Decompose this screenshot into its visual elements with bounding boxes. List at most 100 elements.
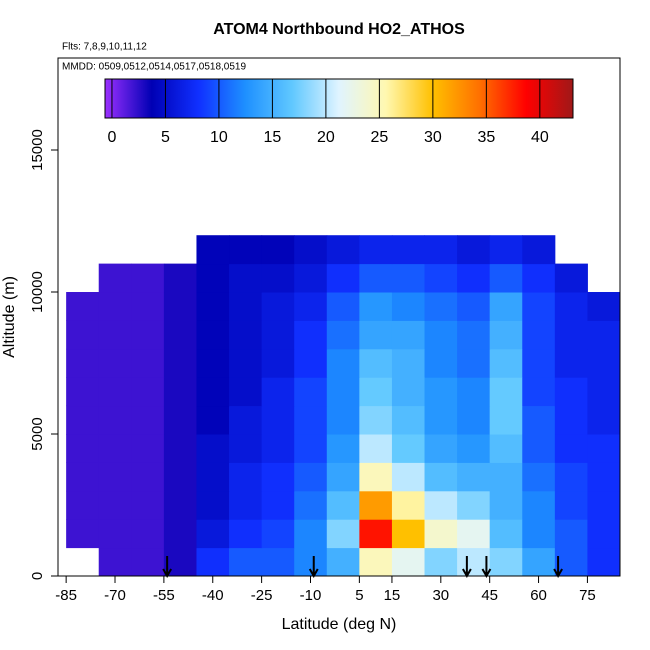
colorbar-tick-label: 15	[264, 129, 282, 146]
flight-arrow	[308, 556, 319, 579]
heat-cell	[163, 462, 197, 492]
heat-cell	[196, 320, 230, 350]
x-tick-label: 30	[432, 587, 449, 604]
heat-cell	[294, 235, 328, 265]
heat-cell	[457, 519, 491, 549]
heat-cell	[489, 377, 523, 407]
heat-cell	[359, 263, 393, 293]
heat-cell	[554, 519, 588, 549]
heat-cell	[163, 377, 197, 407]
heat-cell	[294, 348, 328, 378]
heat-cell	[554, 292, 588, 321]
heat-cell	[261, 235, 295, 265]
x-tick-label: 45	[481, 587, 498, 604]
y-tick-label: 15000	[29, 129, 46, 171]
heat-cell	[326, 235, 360, 265]
heat-cell	[587, 462, 621, 492]
heat-cell	[261, 434, 295, 463]
heat-cell	[457, 263, 491, 293]
heat-cell	[163, 320, 197, 350]
colorbar	[104, 78, 574, 119]
heat-cell	[131, 377, 165, 407]
heat-cell	[359, 547, 393, 577]
x-tick-label: -55	[153, 587, 175, 604]
heat-cell	[522, 434, 556, 463]
colorbar-tick-label: 5	[161, 129, 170, 146]
heat-cell	[489, 320, 523, 350]
heat-cell	[326, 320, 360, 350]
heat-cell	[294, 292, 328, 321]
heat-cell	[457, 405, 491, 435]
heat-cell	[131, 405, 165, 435]
colorbar-tick-label: 10	[210, 129, 228, 146]
heat-cell	[587, 320, 621, 350]
y-tick-label: 0	[29, 572, 46, 580]
heat-cell	[424, 263, 458, 293]
heat-cell	[359, 377, 393, 407]
heat-cell	[261, 348, 295, 378]
x-tick-label: 5	[355, 587, 363, 604]
heat-cell	[391, 377, 426, 407]
x-tick-label: -85	[55, 587, 77, 604]
heat-cell	[489, 519, 523, 549]
heat-cell	[326, 292, 360, 321]
heat-cell	[522, 405, 556, 435]
heat-cell	[424, 462, 458, 492]
heat-cell	[326, 462, 360, 492]
heat-cell	[196, 405, 230, 435]
heat-cell	[229, 235, 263, 265]
heat-cell	[163, 490, 197, 520]
heat-cell	[457, 348, 491, 378]
x-tick-label: -10	[300, 587, 322, 604]
heat-cell	[391, 490, 426, 520]
heat-cell	[391, 434, 426, 463]
heat-cell	[261, 320, 295, 350]
heat-cell	[131, 348, 165, 378]
heat-cell	[522, 462, 556, 492]
flight-arrow	[553, 556, 563, 579]
heat-cell	[424, 235, 458, 265]
heat-cell	[261, 462, 295, 492]
heat-cell	[391, 547, 426, 577]
heat-cell	[391, 519, 426, 549]
heat-cell	[457, 434, 491, 463]
heat-cell	[131, 320, 165, 350]
x-tick-label: -40	[202, 587, 224, 604]
heat-cell	[66, 348, 100, 378]
heat-cell	[391, 405, 426, 435]
heat-cell	[424, 292, 458, 321]
y-axis-label: Altitude (m)	[1, 276, 18, 358]
heat-cell	[131, 519, 165, 549]
colorbar-tick-label: 25	[370, 129, 388, 146]
heat-cell	[522, 263, 556, 293]
heat-cell	[294, 490, 328, 520]
heat-cell	[391, 292, 426, 321]
dates-note: MMDD: 0509,0512,0514,0517,0518,0519	[62, 62, 246, 73]
heat-cell	[98, 547, 132, 577]
heat-cell	[489, 292, 523, 321]
heat-cell	[554, 377, 588, 407]
heat-cell	[98, 434, 132, 463]
heat-cell	[229, 292, 263, 321]
flight-arrow	[481, 556, 492, 579]
heat-cell	[391, 263, 426, 293]
heat-cell	[163, 348, 197, 378]
heat-cell	[587, 292, 621, 321]
heat-cell	[424, 519, 458, 549]
heat-cell	[229, 377, 263, 407]
heat-cell	[587, 377, 621, 407]
heat-cell	[326, 434, 360, 463]
heat-cell	[261, 377, 295, 407]
x-tick-label: -25	[251, 587, 273, 604]
heat-cell	[359, 490, 393, 520]
heat-cell	[359, 519, 393, 549]
colorbar-tick-label: 30	[424, 129, 442, 146]
heat-cell	[489, 235, 523, 265]
heat-cell	[522, 519, 556, 549]
heat-cell	[196, 547, 230, 577]
heat-cell	[326, 519, 360, 549]
heat-cell	[66, 434, 100, 463]
heat-cell	[229, 434, 263, 463]
heat-cell	[229, 519, 263, 549]
x-tick-label: -70	[104, 587, 126, 604]
